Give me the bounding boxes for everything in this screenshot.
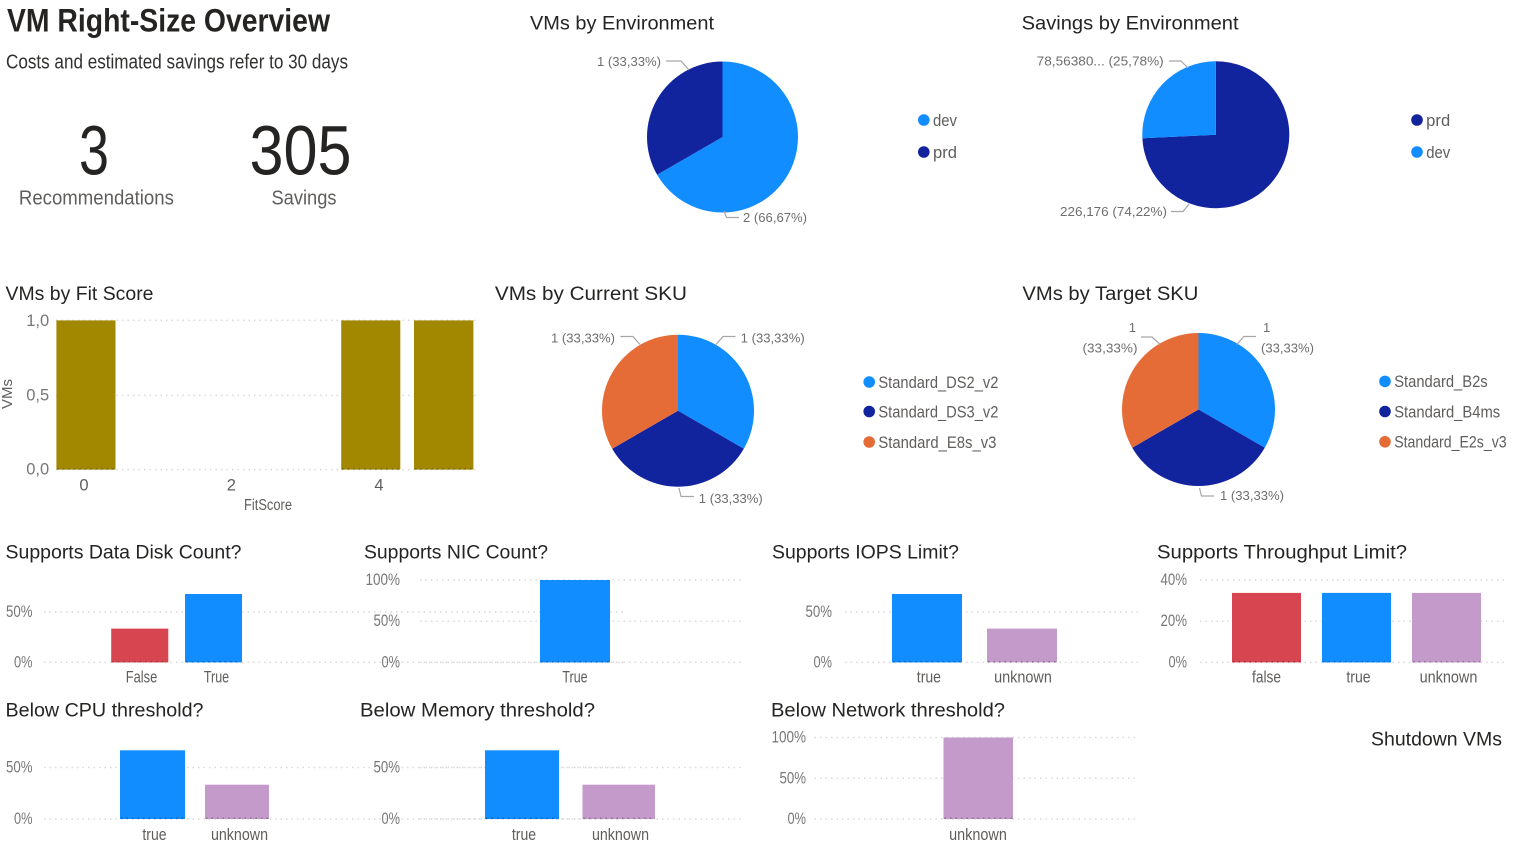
svg-text:(33,33%): (33,33%) [1261, 341, 1314, 356]
svg-text:true: true [1346, 667, 1370, 686]
svg-text:Costs and estimated savings re: Costs and estimated savings refer to 30 … [6, 51, 348, 73]
svg-text:20%: 20% [1161, 611, 1188, 630]
svg-text:0,5: 0,5 [26, 387, 49, 405]
svg-text:(33,33%): (33,33%) [1083, 341, 1138, 356]
svg-text:true: true [917, 667, 941, 686]
svg-text:1 (33,33%): 1 (33,33%) [597, 54, 661, 69]
svg-text:Shutdown VMs: Shutdown VMs [1371, 730, 1502, 751]
svg-text:dev: dev [933, 112, 958, 130]
svg-text:100%: 100% [772, 728, 807, 747]
svg-text:226,176 (74,22%): 226,176 (74,22%) [1060, 204, 1167, 219]
svg-text:unknown: unknown [1420, 667, 1478, 686]
svg-text:Standard_DS3_v2: Standard_DS3_v2 [878, 403, 998, 421]
svg-text:Standard_E8s_v3: Standard_E8s_v3 [878, 434, 996, 452]
svg-text:Below CPU threshold?: Below CPU threshold? [6, 701, 204, 722]
svg-text:0%: 0% [382, 809, 401, 828]
svg-text:Below Memory threshold?: Below Memory threshold? [360, 701, 595, 722]
svg-text:unknown: unknown [211, 825, 268, 844]
svg-text:Standard_DS2_v2: Standard_DS2_v2 [878, 374, 998, 392]
svg-text:false: false [1252, 667, 1281, 686]
svg-text:0%: 0% [14, 652, 33, 671]
svg-text:FitScore: FitScore [244, 497, 292, 514]
svg-text:unknown: unknown [994, 667, 1052, 686]
svg-text:Standard_B4ms: Standard_B4ms [1394, 403, 1500, 421]
svg-text:0%: 0% [382, 652, 401, 671]
svg-text:0%: 0% [14, 809, 33, 828]
svg-text:1: 1 [1129, 320, 1136, 335]
svg-text:VM Right-Size Overview: VM Right-Size Overview [7, 3, 330, 39]
svg-text:4: 4 [374, 477, 383, 495]
svg-text:Savings: Savings [272, 188, 337, 210]
svg-text:0%: 0% [788, 809, 807, 828]
svg-text:50%: 50% [6, 758, 33, 777]
svg-text:Supports NIC Count?: Supports NIC Count? [364, 543, 548, 564]
svg-text:0,0: 0,0 [26, 461, 49, 479]
svg-text:50%: 50% [374, 611, 401, 630]
svg-text:50%: 50% [806, 602, 833, 621]
svg-text:50%: 50% [780, 768, 807, 787]
svg-text:Savings by Environment: Savings by Environment [1022, 13, 1240, 34]
svg-text:1 (33,33%): 1 (33,33%) [551, 331, 615, 346]
svg-text:305: 305 [250, 112, 352, 190]
svg-text:unknown: unknown [592, 825, 649, 844]
svg-text:False: False [126, 667, 158, 686]
svg-text:prd: prd [933, 144, 957, 162]
svg-text:0%: 0% [814, 652, 833, 671]
svg-text:1 (33,33%): 1 (33,33%) [1220, 488, 1284, 503]
svg-text:VMs by Current SKU: VMs by Current SKU [495, 284, 687, 305]
svg-text:VMs: VMs [0, 379, 16, 409]
svg-text:prd: prd [1426, 112, 1450, 130]
svg-text:VMs by Environment: VMs by Environment [530, 13, 715, 34]
svg-text:VMs by Fit Score: VMs by Fit Score [6, 284, 154, 305]
svg-text:1 (33,33%): 1 (33,33%) [699, 491, 763, 506]
svg-text:1 (33,33%): 1 (33,33%) [741, 331, 805, 346]
svg-text:100%: 100% [366, 570, 401, 589]
svg-text:50%: 50% [374, 758, 401, 777]
svg-text:50%: 50% [6, 602, 33, 621]
svg-text:3: 3 [79, 112, 109, 190]
svg-text:unknown: unknown [949, 825, 1007, 844]
svg-text:True: True [562, 667, 587, 686]
svg-text:Below Network threshold?: Below Network threshold? [771, 701, 1005, 722]
svg-text:true: true [512, 825, 536, 844]
svg-text:Supports IOPS Limit?: Supports IOPS Limit? [772, 543, 959, 564]
svg-text:0: 0 [79, 477, 88, 495]
svg-text:Supports Throughput Limit?: Supports Throughput Limit? [1157, 543, 1407, 564]
svg-text:40%: 40% [1161, 570, 1188, 589]
svg-text:dev: dev [1426, 144, 1451, 162]
svg-text:78,56380... (25,78%): 78,56380... (25,78%) [1037, 54, 1164, 69]
svg-text:VMs by Target SKU: VMs by Target SKU [1022, 284, 1198, 305]
svg-text:Standard_B2s: Standard_B2s [1394, 373, 1488, 391]
svg-text:1: 1 [1263, 320, 1270, 335]
svg-text:2: 2 [227, 477, 236, 495]
svg-text:Recommendations: Recommendations [19, 188, 174, 210]
svg-text:Standard_E2s_v3: Standard_E2s_v3 [1394, 434, 1507, 452]
svg-text:True: True [204, 667, 229, 686]
svg-text:1,0: 1,0 [26, 312, 49, 330]
svg-text:0%: 0% [1169, 652, 1188, 671]
svg-text:Supports Data Disk Count?: Supports Data Disk Count? [6, 543, 242, 564]
svg-text:true: true [142, 825, 166, 844]
svg-text:2 (66,67%): 2 (66,67%) [743, 210, 807, 225]
